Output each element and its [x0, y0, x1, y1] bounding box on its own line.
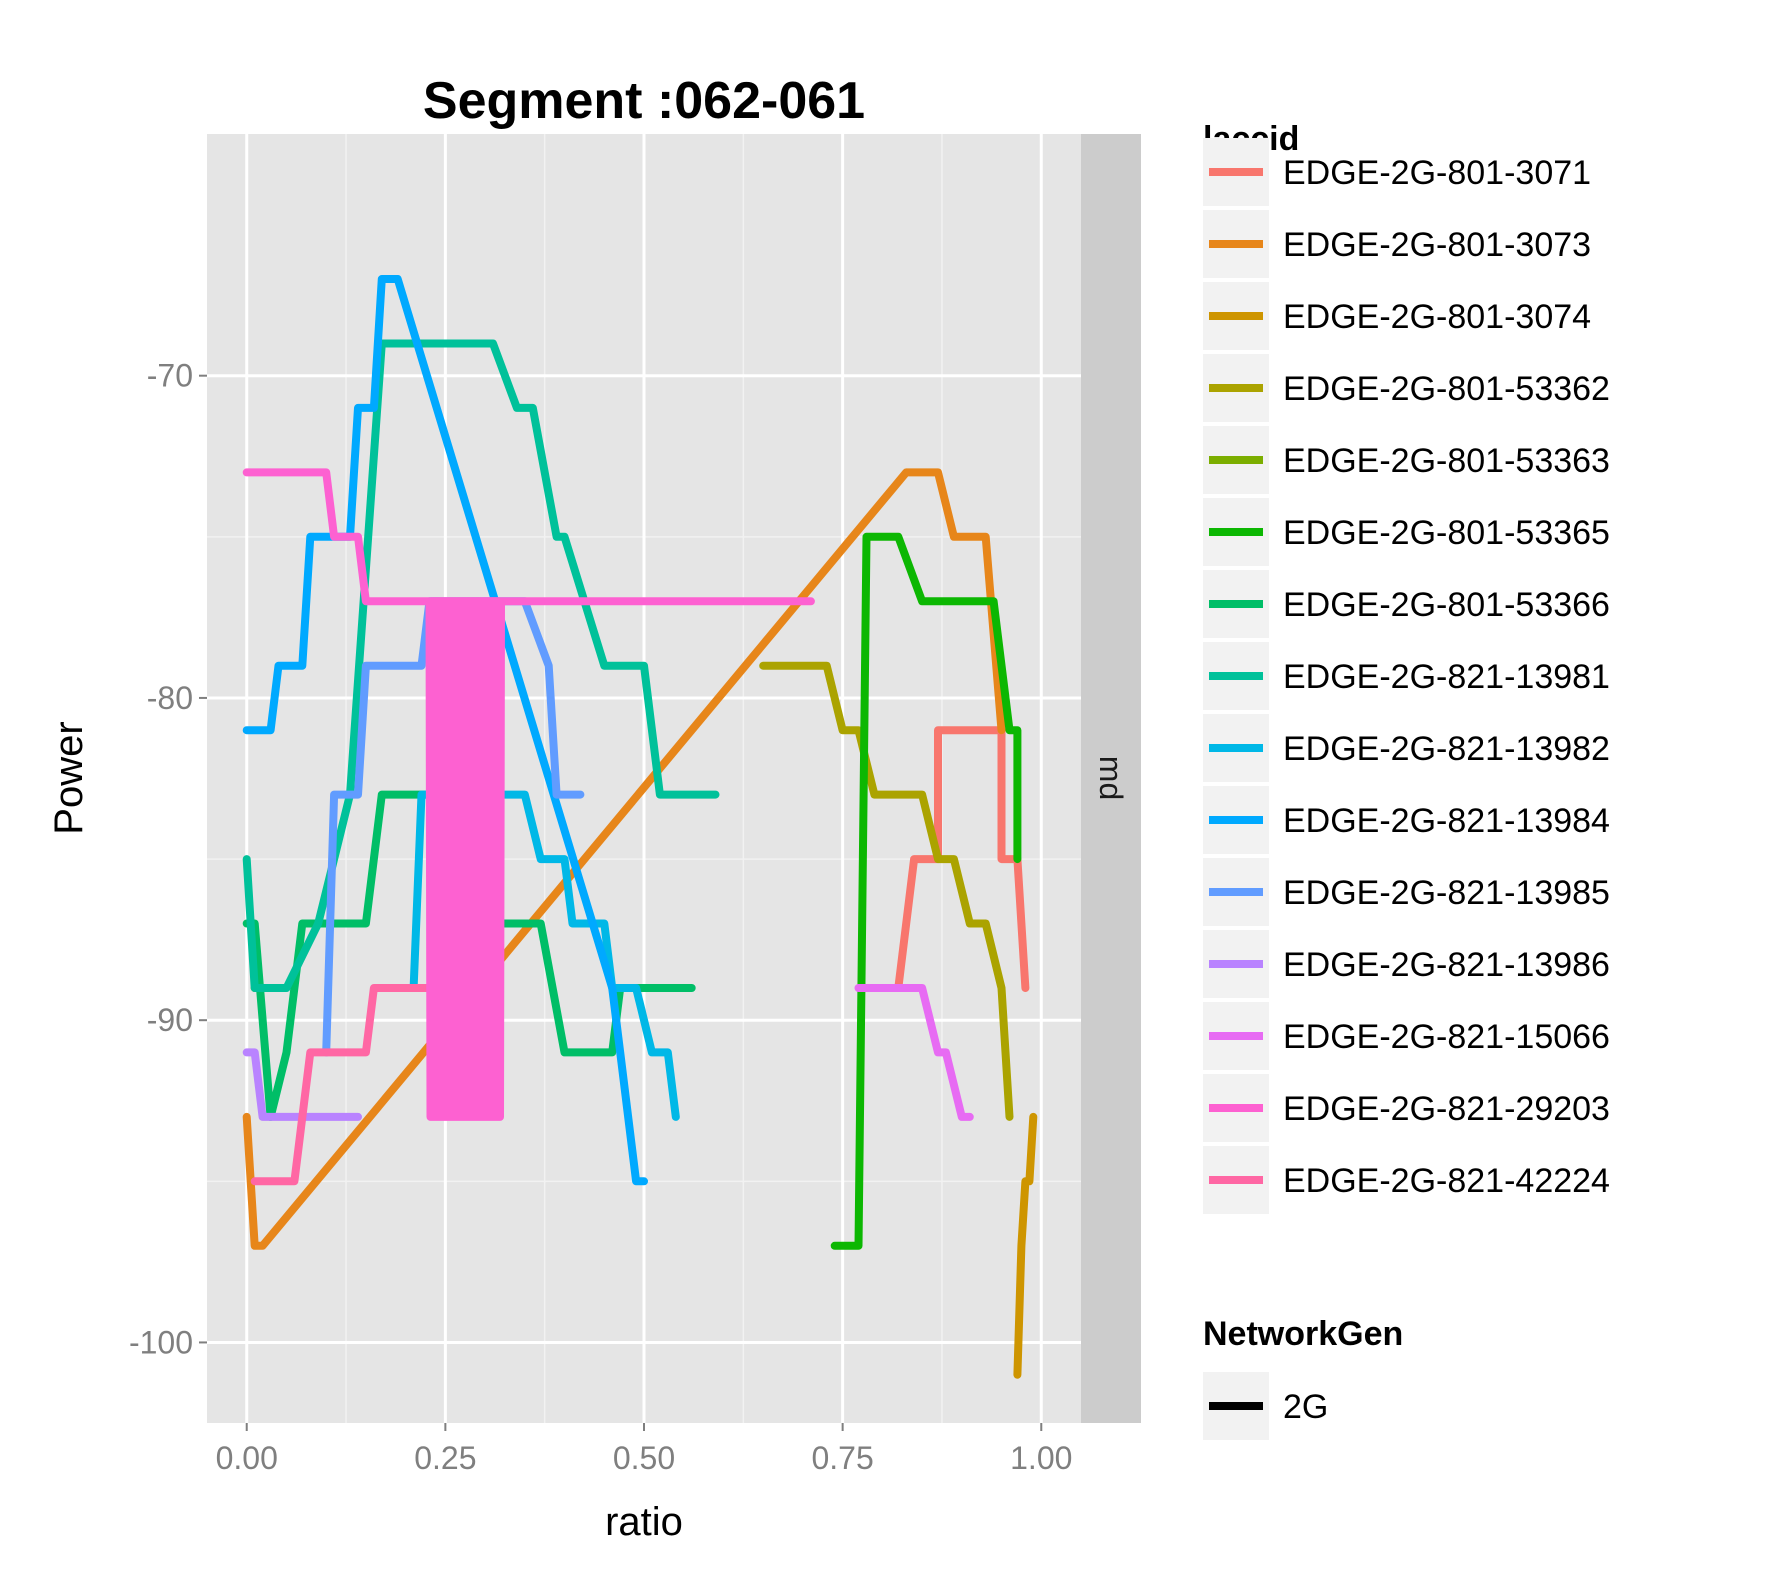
y-axis-ticks: -70 -80 -90 -100 — [129, 358, 207, 1360]
x-tick-label: 0.75 — [811, 1440, 873, 1476]
series-line-edge-2g-821-15066 — [854, 984, 974, 1121]
legend-label: EDGE-2G-821-13986 — [1283, 946, 1610, 984]
legend-linetype-entries: 2G — [1203, 1372, 1328, 1440]
x-axis-title: ratio — [605, 1500, 683, 1544]
y-axis-title: Power — [47, 721, 91, 834]
oscillation-band — [425, 597, 505, 1121]
x-tick-label: 0.50 — [613, 1440, 675, 1476]
facet-strip-label: md — [1093, 756, 1129, 800]
legend-title-networkgen: NetworkGen — [1203, 1315, 1403, 1353]
series-line-edge-2g-801-3073 — [242, 468, 1006, 1250]
legend: laccid EDGE-2G-801-3071EDGE-2G-801-3073E… — [1203, 120, 1610, 1440]
series-line-edge-2g-821-13985 — [322, 597, 585, 1057]
legend-label: 2G — [1283, 1388, 1328, 1426]
legend-label: EDGE-2G-801-3073 — [1283, 226, 1591, 264]
legend-label: EDGE-2G-821-15066 — [1283, 1018, 1610, 1056]
series-line-edge-2g-801-53362 — [759, 661, 1014, 1121]
series-lines — [242, 275, 1038, 1379]
series-line-edge-2g-801-3071 — [894, 726, 1030, 992]
facet-strip — [1081, 134, 1141, 1423]
legend-label: EDGE-2G-821-13982 — [1283, 730, 1610, 768]
y-tick-label: -90 — [147, 1002, 193, 1038]
legend-label: EDGE-2G-821-29203 — [1283, 1090, 1610, 1128]
legend-label: EDGE-2G-801-53366 — [1283, 586, 1610, 624]
oscillation-zigzag — [425, 597, 505, 1121]
x-tick-label: 0.00 — [216, 1440, 278, 1476]
x-tick-label: 1.00 — [1010, 1440, 1072, 1476]
y-tick-label: -70 — [147, 358, 193, 394]
y-tick-label: -100 — [129, 1324, 193, 1360]
series-line-edge-2g-801-3074 — [1013, 1112, 1038, 1379]
legend-color-entries: EDGE-2G-801-3071 EDGE-2G-801-3073 EDGE-2G-… — [1203, 138, 1610, 1214]
legend-label: EDGE-2G-801-3071 — [1283, 154, 1591, 192]
legend-label: EDGE-2G-821-42224 — [1283, 1162, 1610, 1200]
legend-label: EDGE-2G-821-13981 — [1283, 658, 1610, 696]
chart-title: Segment :062-061 — [423, 72, 865, 130]
legend-label: EDGE-2G-821-13984 — [1283, 802, 1610, 840]
legend-label: EDGE-2G-801-53362 — [1283, 370, 1610, 408]
legend-label: EDGE-2G-801-53363 — [1283, 442, 1610, 480]
series-line-edge-2g-801-53365 — [830, 532, 1022, 1250]
series-line-edge-2g-821-13981 — [242, 339, 720, 992]
y-tick-label: -80 — [147, 680, 193, 716]
legend-label: EDGE-2G-801-3074 — [1283, 298, 1591, 336]
series-line-edge-2g-801-53366 — [242, 790, 696, 1121]
x-axis-ticks: 0.00 0.25 0.50 0.75 1.00 — [216, 1423, 1072, 1476]
legend-label: EDGE-2G-801-53365 — [1283, 514, 1610, 552]
legend-label: EDGE-2G-821-13985 — [1283, 874, 1610, 912]
series-line-edge-2g-821-42224 — [250, 984, 434, 1186]
series-line-edge-2g-821-13986 — [242, 1048, 362, 1121]
x-tick-label: 0.25 — [414, 1440, 476, 1476]
series-line-edge-2g-821-13984 — [242, 275, 648, 1186]
